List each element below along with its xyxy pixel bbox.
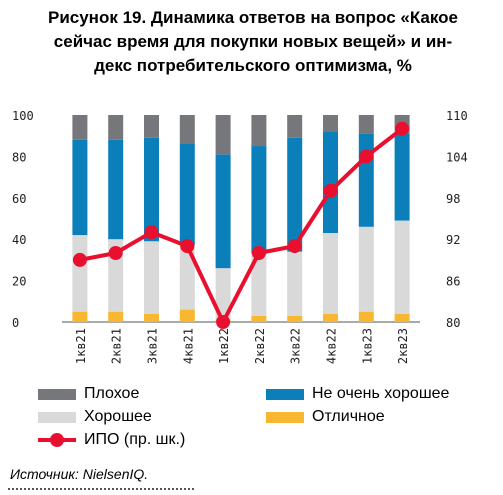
- bar-segment-excellent: [144, 313, 159, 322]
- stacked-bar-chart: 100 80 60 40 20 0 110 104 98 92 86 80 1кв21 2кв21 3кв2…: [12, 109, 468, 364]
- bar-segment-excellent: [179, 309, 195, 322]
- bar-segment-bad: [179, 115, 195, 144]
- bar-segment-not-very-good: [108, 139, 124, 240]
- y-left-tick-label: 100: [12, 109, 34, 123]
- x-category-label: 1кв21: [74, 328, 88, 364]
- y-right-tick-label: 92: [446, 233, 460, 247]
- bar-segment-not-very-good: [144, 137, 159, 242]
- title-line-2: сейчас время для покупки новых вещей» и …: [53, 32, 453, 51]
- y-right-tick-label: 110: [446, 109, 468, 123]
- y-right-tick-label: 98: [446, 192, 460, 206]
- y-left-tick-label: 0: [12, 316, 19, 330]
- title-line-1: Рисунок 19. Динамика ответов на вопрос «…: [47, 8, 458, 27]
- legend-swatch-excellent: [266, 411, 304, 423]
- bar-segment-excellent: [323, 313, 338, 322]
- legend-label-not-very-good: Не очень хорошее: [312, 385, 450, 402]
- bar-segment-bad: [358, 115, 374, 134]
- y-right-tick-label: 86: [446, 275, 460, 289]
- bar-segment-bad: [72, 115, 88, 140]
- legend-item-not-very-good: Не очень хорошее: [266, 384, 449, 404]
- legend: Плохое Не очень хорошее Хорошее Отличное…: [8, 384, 498, 454]
- bar-segment-bad: [108, 115, 124, 140]
- bar-segment-not-very-good: [179, 143, 195, 246]
- ipo-point: [72, 252, 87, 267]
- bar-segment-excellent: [287, 315, 303, 322]
- bar-segment-good: [323, 232, 338, 314]
- legend-label-bad: Плохое: [84, 385, 140, 402]
- bar-segment-excellent: [358, 311, 374, 322]
- y-left-tick-label: 60: [12, 192, 26, 206]
- bar-segment-good: [394, 220, 410, 314]
- ipo-line: [79, 127, 404, 324]
- ipo-point: [108, 246, 123, 260]
- ipo-point: [323, 183, 338, 198]
- bar-segment-excellent: [108, 311, 124, 322]
- bar-segment-good: [358, 226, 374, 312]
- bar-segment-not-very-good: [287, 137, 303, 252]
- legend-item-ipo: ИПО (пр. шк.): [38, 430, 185, 450]
- y-left-tick-label: 80: [12, 150, 26, 164]
- bar-segment-good: [179, 245, 195, 310]
- legend-label-good: Хорошее: [84, 408, 152, 425]
- x-category-label: 2кв21: [110, 328, 124, 364]
- bar-segment-not-very-good: [72, 139, 88, 236]
- bar-segment-excellent: [394, 313, 410, 322]
- legend-label-ipo: ИПО (пр. шк.): [84, 431, 186, 448]
- legend-label-excellent: Отличное: [312, 408, 385, 425]
- bar-segment-good: [72, 235, 88, 312]
- x-category-label: 3кв21: [146, 328, 160, 364]
- x-category-label: 4кв22: [325, 328, 339, 364]
- ipo-point: [216, 315, 231, 329]
- bar-segment-excellent: [251, 315, 267, 322]
- legend-swatch-good: [38, 411, 76, 423]
- chart-title: Рисунок 19. Динамика ответов на вопрос «…: [8, 6, 498, 78]
- bar-segment-bad: [251, 115, 267, 147]
- x-category-label: 4кв21: [181, 328, 195, 364]
- legend-item-bad: Плохое: [38, 384, 139, 404]
- legend-swatch-bad: [38, 388, 76, 400]
- legend-swatch-ipo: [38, 433, 76, 447]
- x-category-label: 2кв23: [396, 328, 410, 364]
- bar-segment-bad: [287, 115, 303, 138]
- ipo-point: [180, 239, 195, 254]
- bar-segment-good: [215, 268, 231, 320]
- ipo-point: [395, 121, 410, 136]
- ipo-point: [144, 225, 159, 240]
- ipo-point: [287, 239, 302, 254]
- bar-segment-not-very-good: [394, 133, 410, 221]
- y-left-tick-label: 40: [12, 233, 26, 247]
- bar-segment-not-very-good: [215, 154, 231, 269]
- bar-segment-bad: [215, 115, 231, 155]
- x-category-label: 3кв22: [289, 328, 303, 364]
- y-right-tick-label: 80: [446, 316, 460, 330]
- bar-segment-not-very-good: [251, 146, 267, 254]
- y-left-tick-label: 20: [12, 275, 26, 289]
- bar-segment-not-very-good: [323, 131, 338, 233]
- bar-segment-good: [287, 251, 303, 316]
- bar-segment-bad: [144, 115, 159, 138]
- bar-segment-excellent: [72, 311, 88, 322]
- bar-segment-bad: [323, 115, 338, 132]
- legend-item-good: Хорошее: [38, 407, 152, 427]
- bar-segment-not-very-good: [358, 133, 374, 227]
- bar-segment-good: [251, 253, 267, 316]
- bar-segment-good: [144, 241, 159, 314]
- title-line-3: декс потребительского оптимизма, %: [94, 56, 412, 75]
- legend-swatch-not-very-good: [266, 388, 304, 400]
- legend-item-excellent: Отличное: [266, 407, 385, 427]
- source-note: Источник: NielsenIQ.: [10, 466, 149, 482]
- x-category-label: 1кв22: [217, 328, 231, 364]
- ipo-point: [251, 246, 266, 260]
- x-category-label: 2кв22: [253, 328, 267, 364]
- y-right-tick-label: 104: [446, 150, 468, 164]
- bottom-divider: [8, 488, 194, 490]
- x-category-label: 1кв23: [360, 328, 374, 364]
- ipo-point: [359, 149, 374, 164]
